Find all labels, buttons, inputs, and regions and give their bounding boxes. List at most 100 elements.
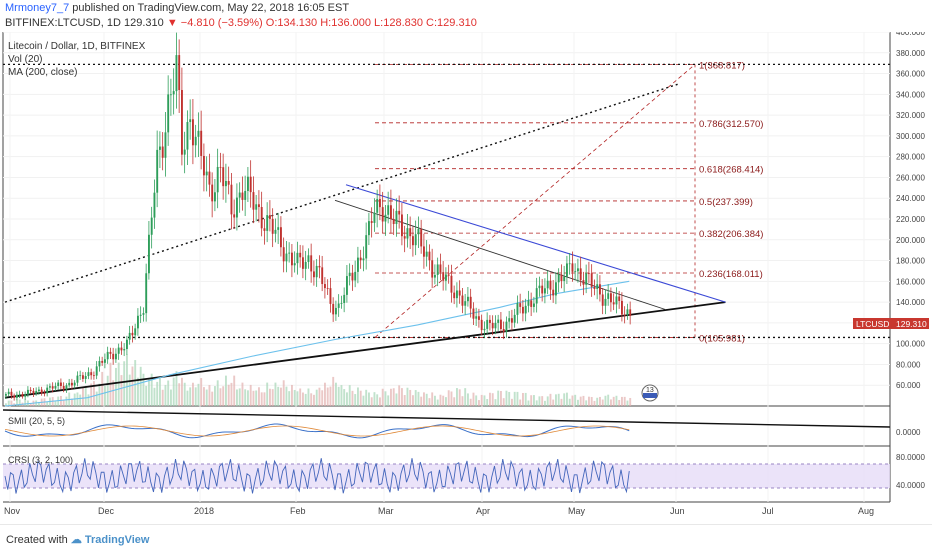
candle-body [40, 389, 43, 394]
fib-retracement[interactable]: 1(368.817) 0.786(312.570) 0.618(268.414) 0.… [374, 60, 763, 344]
volume-bar [365, 389, 368, 406]
volume-bar [277, 386, 280, 406]
volume-bar [491, 393, 494, 406]
volume-bar [189, 387, 192, 406]
candle-body [357, 257, 359, 272]
volume-bar [172, 377, 175, 406]
volume-bar [555, 394, 557, 406]
candle-body [189, 119, 192, 123]
candle-body [324, 284, 326, 289]
candle-body [456, 290, 458, 299]
candle-body [447, 274, 450, 276]
volume-bar [379, 397, 381, 406]
candle-body [150, 217, 153, 235]
volume-bar [527, 400, 530, 406]
volume-bar [505, 390, 508, 406]
candle-body [475, 316, 478, 319]
candle-body [398, 210, 401, 215]
volume-bar [445, 397, 447, 406]
candle-body [318, 265, 321, 268]
candle-body [233, 214, 236, 218]
candle-body [497, 319, 500, 323]
tradingview-logo-icon[interactable]: ☁ [70, 534, 82, 546]
candle-body [112, 353, 115, 360]
volume-bar [533, 395, 535, 406]
volume-bar [384, 391, 387, 406]
volume-bar [208, 385, 211, 406]
volume-bar [508, 391, 511, 406]
candles [5, 32, 632, 401]
time-tick-label: Jul [762, 506, 774, 516]
candle-body [524, 305, 527, 314]
candle-body [406, 228, 409, 239]
author-name[interactable]: Mrmoney7_7 [5, 2, 70, 14]
tradingview-brand[interactable]: TradingView [84, 534, 150, 546]
candle-body [527, 300, 530, 306]
volume-bar [156, 381, 159, 406]
volume-bar [175, 371, 178, 406]
volume-bar [252, 390, 255, 406]
volume-bar [280, 387, 282, 406]
candle-body [326, 288, 329, 289]
volume-bar [436, 399, 439, 406]
volume-bar [513, 391, 516, 406]
volume-bar [535, 400, 538, 406]
volume-bar [29, 403, 32, 406]
candle-body [585, 273, 588, 285]
volume-bar [318, 387, 321, 406]
fib-level-label: 0.786(312.570) [699, 119, 763, 130]
candle-body [84, 376, 87, 379]
candle-body [431, 260, 434, 278]
price-chart[interactable]: 60.00080.000100.000120.000140.000160.000… [0, 32, 932, 524]
candle-body [172, 91, 175, 95]
volume-bar [148, 378, 150, 406]
candle-body [533, 303, 535, 307]
candle-body [230, 184, 233, 215]
candle-body [376, 199, 379, 213]
candle-body [508, 318, 511, 322]
blue-resistance-line [345, 184, 726, 303]
footer: Created with ☁ TradingView [0, 524, 932, 551]
volume-bar [5, 403, 7, 406]
candle-body [24, 394, 27, 397]
candle-body [425, 251, 428, 257]
volume-bar [326, 387, 329, 406]
volume-bar [343, 389, 346, 406]
price-tick-label: 280.000 [896, 153, 925, 162]
candle-body [156, 149, 159, 193]
candle-body [604, 298, 607, 306]
volume-bar [599, 396, 601, 406]
volume-bar [244, 389, 247, 406]
candle-body [354, 271, 357, 281]
volume-bar [357, 387, 359, 406]
candle-body [563, 276, 566, 282]
candle-body [615, 296, 618, 305]
volume-bar [313, 394, 315, 406]
candle-body [175, 55, 178, 92]
volume-bar [585, 400, 588, 406]
candle-body [486, 319, 489, 329]
candle-body [511, 318, 513, 323]
volume-bar [192, 382, 194, 406]
candle-body [566, 263, 568, 277]
candle-body [335, 307, 337, 315]
volume-bar [101, 371, 104, 406]
candle-body [285, 253, 288, 262]
candle-body [412, 236, 414, 246]
price-axis: 60.00080.000100.000120.000140.000160.000… [896, 32, 925, 390]
candle-body [304, 261, 307, 269]
candle-body [513, 314, 516, 323]
volume-bar [65, 396, 68, 406]
volume-bar [106, 375, 109, 406]
candle-body [445, 274, 447, 281]
time-tick-label: May [568, 506, 586, 516]
volume-bar [417, 391, 420, 406]
volume-bar [46, 401, 49, 406]
volume-bar [139, 366, 142, 406]
candle-body [120, 347, 123, 351]
volume-bar [453, 397, 456, 406]
candle-body [489, 319, 491, 323]
candle-body [164, 132, 167, 158]
candle-body [293, 263, 296, 266]
candle-body [494, 322, 497, 329]
